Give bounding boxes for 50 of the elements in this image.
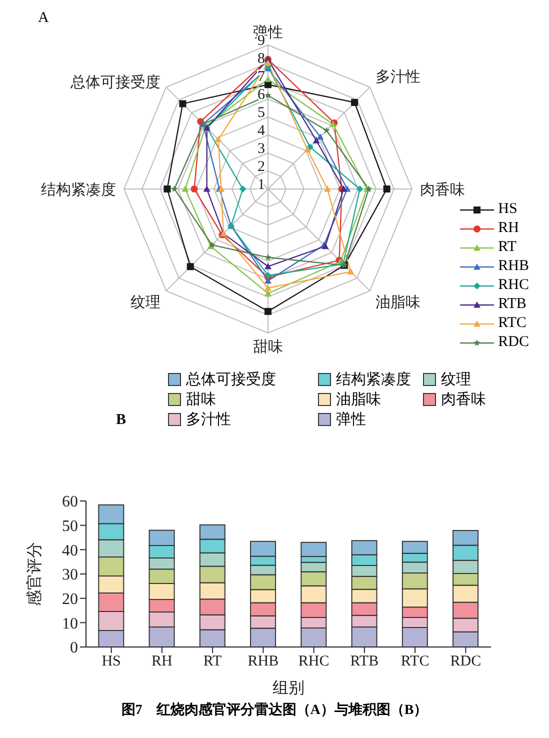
legend-label: RHB: [498, 258, 529, 275]
legend-label: 纹理: [440, 371, 472, 389]
x-tick-label: RTC: [400, 654, 430, 670]
legend-label: RHC: [498, 277, 529, 294]
x-tick-label: HS: [102, 654, 121, 670]
legend-label: 油脂味: [335, 390, 382, 409]
spoke-label: 多汁性: [375, 68, 420, 86]
y-tick-label: 20: [62, 591, 78, 608]
spoke-label: 甜味: [253, 338, 283, 356]
y-tick-label: 50: [62, 518, 78, 536]
legend-label: 甜味: [185, 390, 217, 409]
y-tick-label: 1: [258, 177, 265, 193]
y-tick-label: 3: [258, 141, 265, 157]
y-tick-label: 5: [258, 105, 265, 121]
y-tick-label: 60: [62, 494, 78, 511]
spoke-label: 肉香味: [420, 181, 465, 198]
x-tick-label: RDC: [450, 654, 482, 670]
y-tick-label: 10: [62, 615, 78, 632]
spoke-label: 结构紧凑度: [41, 181, 116, 198]
y-tick-label: 2: [258, 159, 265, 175]
legend-label: 肉香味: [440, 390, 487, 409]
legend-label: RH: [498, 220, 519, 237]
legend-label: RTC: [498, 315, 526, 332]
legend-label: HS: [498, 201, 518, 218]
y-axis-title: 感官评分: [26, 542, 44, 606]
spoke-label: 纹理: [130, 294, 161, 312]
y-tick-label: 40: [62, 542, 78, 560]
y-tick-label: 7: [258, 69, 266, 85]
x-tick-label: RHB: [248, 654, 279, 670]
spoke-label: 总体可接受度: [70, 74, 161, 91]
legend-label: 多汁性: [185, 410, 232, 429]
legend-label: 总体可接受度: [185, 370, 277, 389]
legend-label: RDC: [498, 334, 529, 351]
chart-title: B: [116, 412, 126, 429]
y-tick-label: 4: [258, 123, 266, 139]
y-tick-label: 0: [70, 640, 78, 657]
legend-label: 弹性: [335, 410, 367, 429]
y-tick-label: 30: [62, 566, 78, 584]
legend-label: RTB: [498, 296, 526, 313]
chart-title: A: [38, 10, 49, 27]
x-axis-title: 组别: [272, 680, 304, 697]
x-tick-label: RTB: [350, 654, 379, 670]
spoke-label: 油脂味: [375, 294, 420, 312]
caption: 图7 红烧肉感官评分雷达图（A）与堆积图（B）: [120, 701, 429, 719]
x-tick-label: RH: [152, 654, 173, 670]
x-tick-label: RT: [203, 654, 222, 670]
legend-label: 结构紧凑度: [335, 370, 412, 389]
x-tick-label: RHC: [298, 654, 330, 670]
legend-label: RT: [498, 239, 516, 256]
y-tick-label: 8: [258, 51, 265, 67]
